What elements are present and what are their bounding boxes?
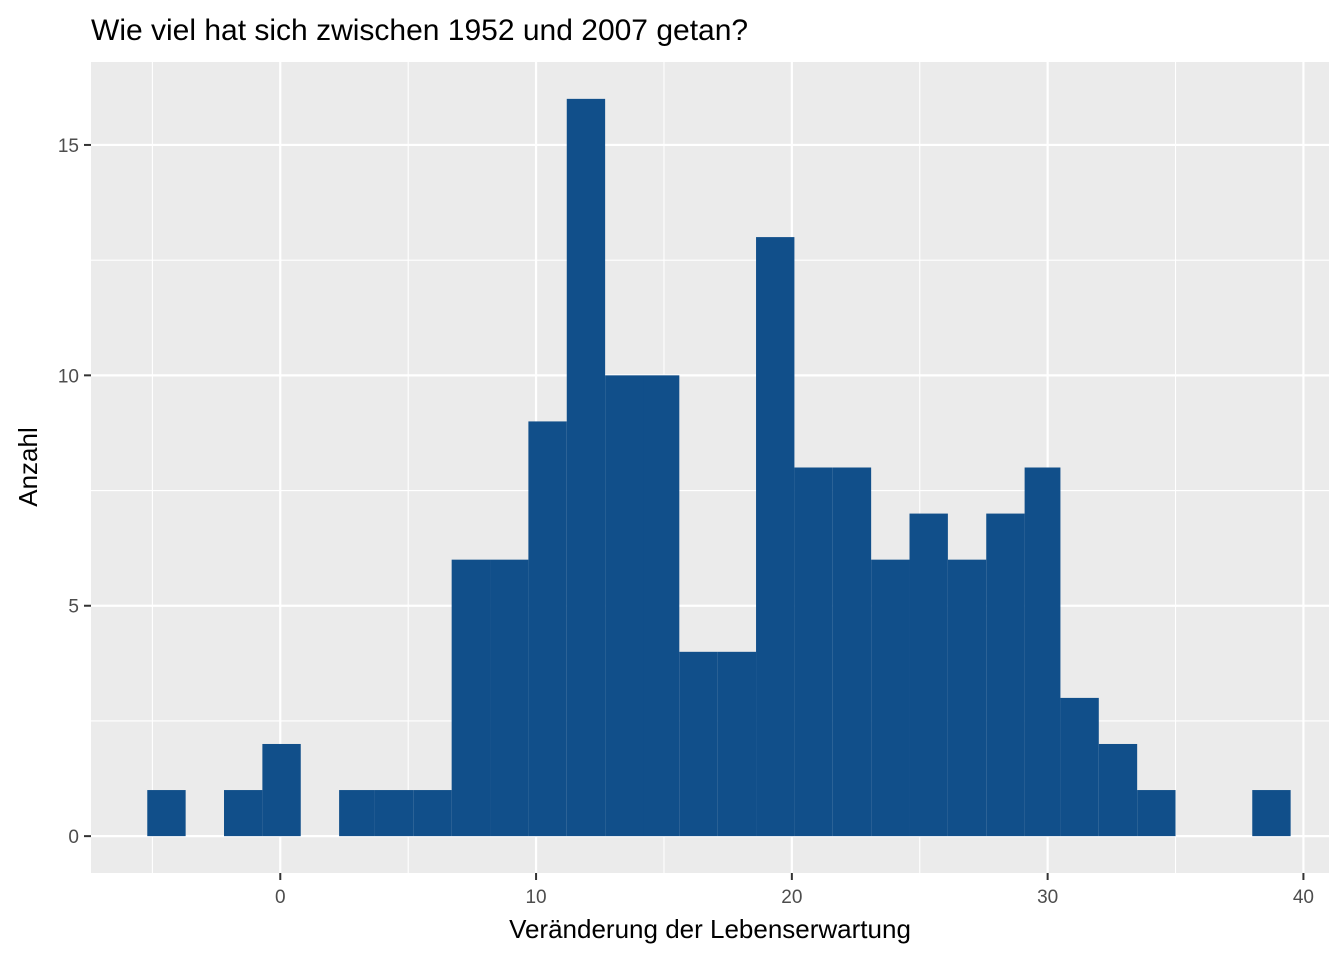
histogram-bar <box>717 651 757 837</box>
histogram-bars <box>147 98 1291 837</box>
y-tick-label: 15 <box>58 136 79 157</box>
x-tick-label: 40 <box>1293 887 1314 908</box>
histogram-bar <box>643 375 680 837</box>
histogram-bar <box>451 559 491 837</box>
histogram-bar <box>605 375 644 837</box>
y-tick-label: 10 <box>58 366 79 387</box>
histogram-bar <box>528 421 567 837</box>
histogram-bar <box>832 467 872 837</box>
histogram-bar <box>794 467 833 837</box>
y-tick-label: 5 <box>68 597 79 618</box>
histogram-bar <box>262 743 301 837</box>
x-axis-ticks: 0 10 20 30 40 <box>275 873 1314 908</box>
x-tick-label: 0 <box>275 887 286 908</box>
histogram-bar <box>909 513 948 837</box>
histogram-bar <box>339 790 375 837</box>
x-tick-label: 10 <box>525 887 546 908</box>
histogram-bar <box>566 98 606 837</box>
histogram-bar <box>147 790 186 837</box>
histogram-bar <box>986 513 1025 837</box>
x-tick-label: 30 <box>1037 887 1058 908</box>
y-axis-ticks: 0 5 10 15 <box>58 136 91 848</box>
histogram-bar <box>947 559 987 837</box>
histogram-bar <box>224 790 263 837</box>
histogram-bar <box>374 790 414 837</box>
y-tick-label: 0 <box>68 827 79 848</box>
histogram-bar <box>1024 467 1061 837</box>
histogram-bar <box>871 559 910 837</box>
histogram-bar <box>679 651 718 837</box>
chart-title: Wie viel hat sich zwischen 1952 und 2007… <box>91 14 748 47</box>
x-tick-label: 20 <box>781 887 802 908</box>
histogram-bar <box>1137 790 1176 837</box>
histogram-bar <box>1252 790 1291 837</box>
histogram-bar <box>413 790 452 837</box>
histogram-bar <box>1060 697 1099 837</box>
histogram-bar <box>490 559 529 837</box>
y-axis-title: Anzahl <box>13 427 43 507</box>
histogram-bar <box>1098 743 1138 837</box>
x-axis-title: Veränderung der Lebenserwartung <box>509 914 911 944</box>
histogram-bar <box>756 237 795 837</box>
